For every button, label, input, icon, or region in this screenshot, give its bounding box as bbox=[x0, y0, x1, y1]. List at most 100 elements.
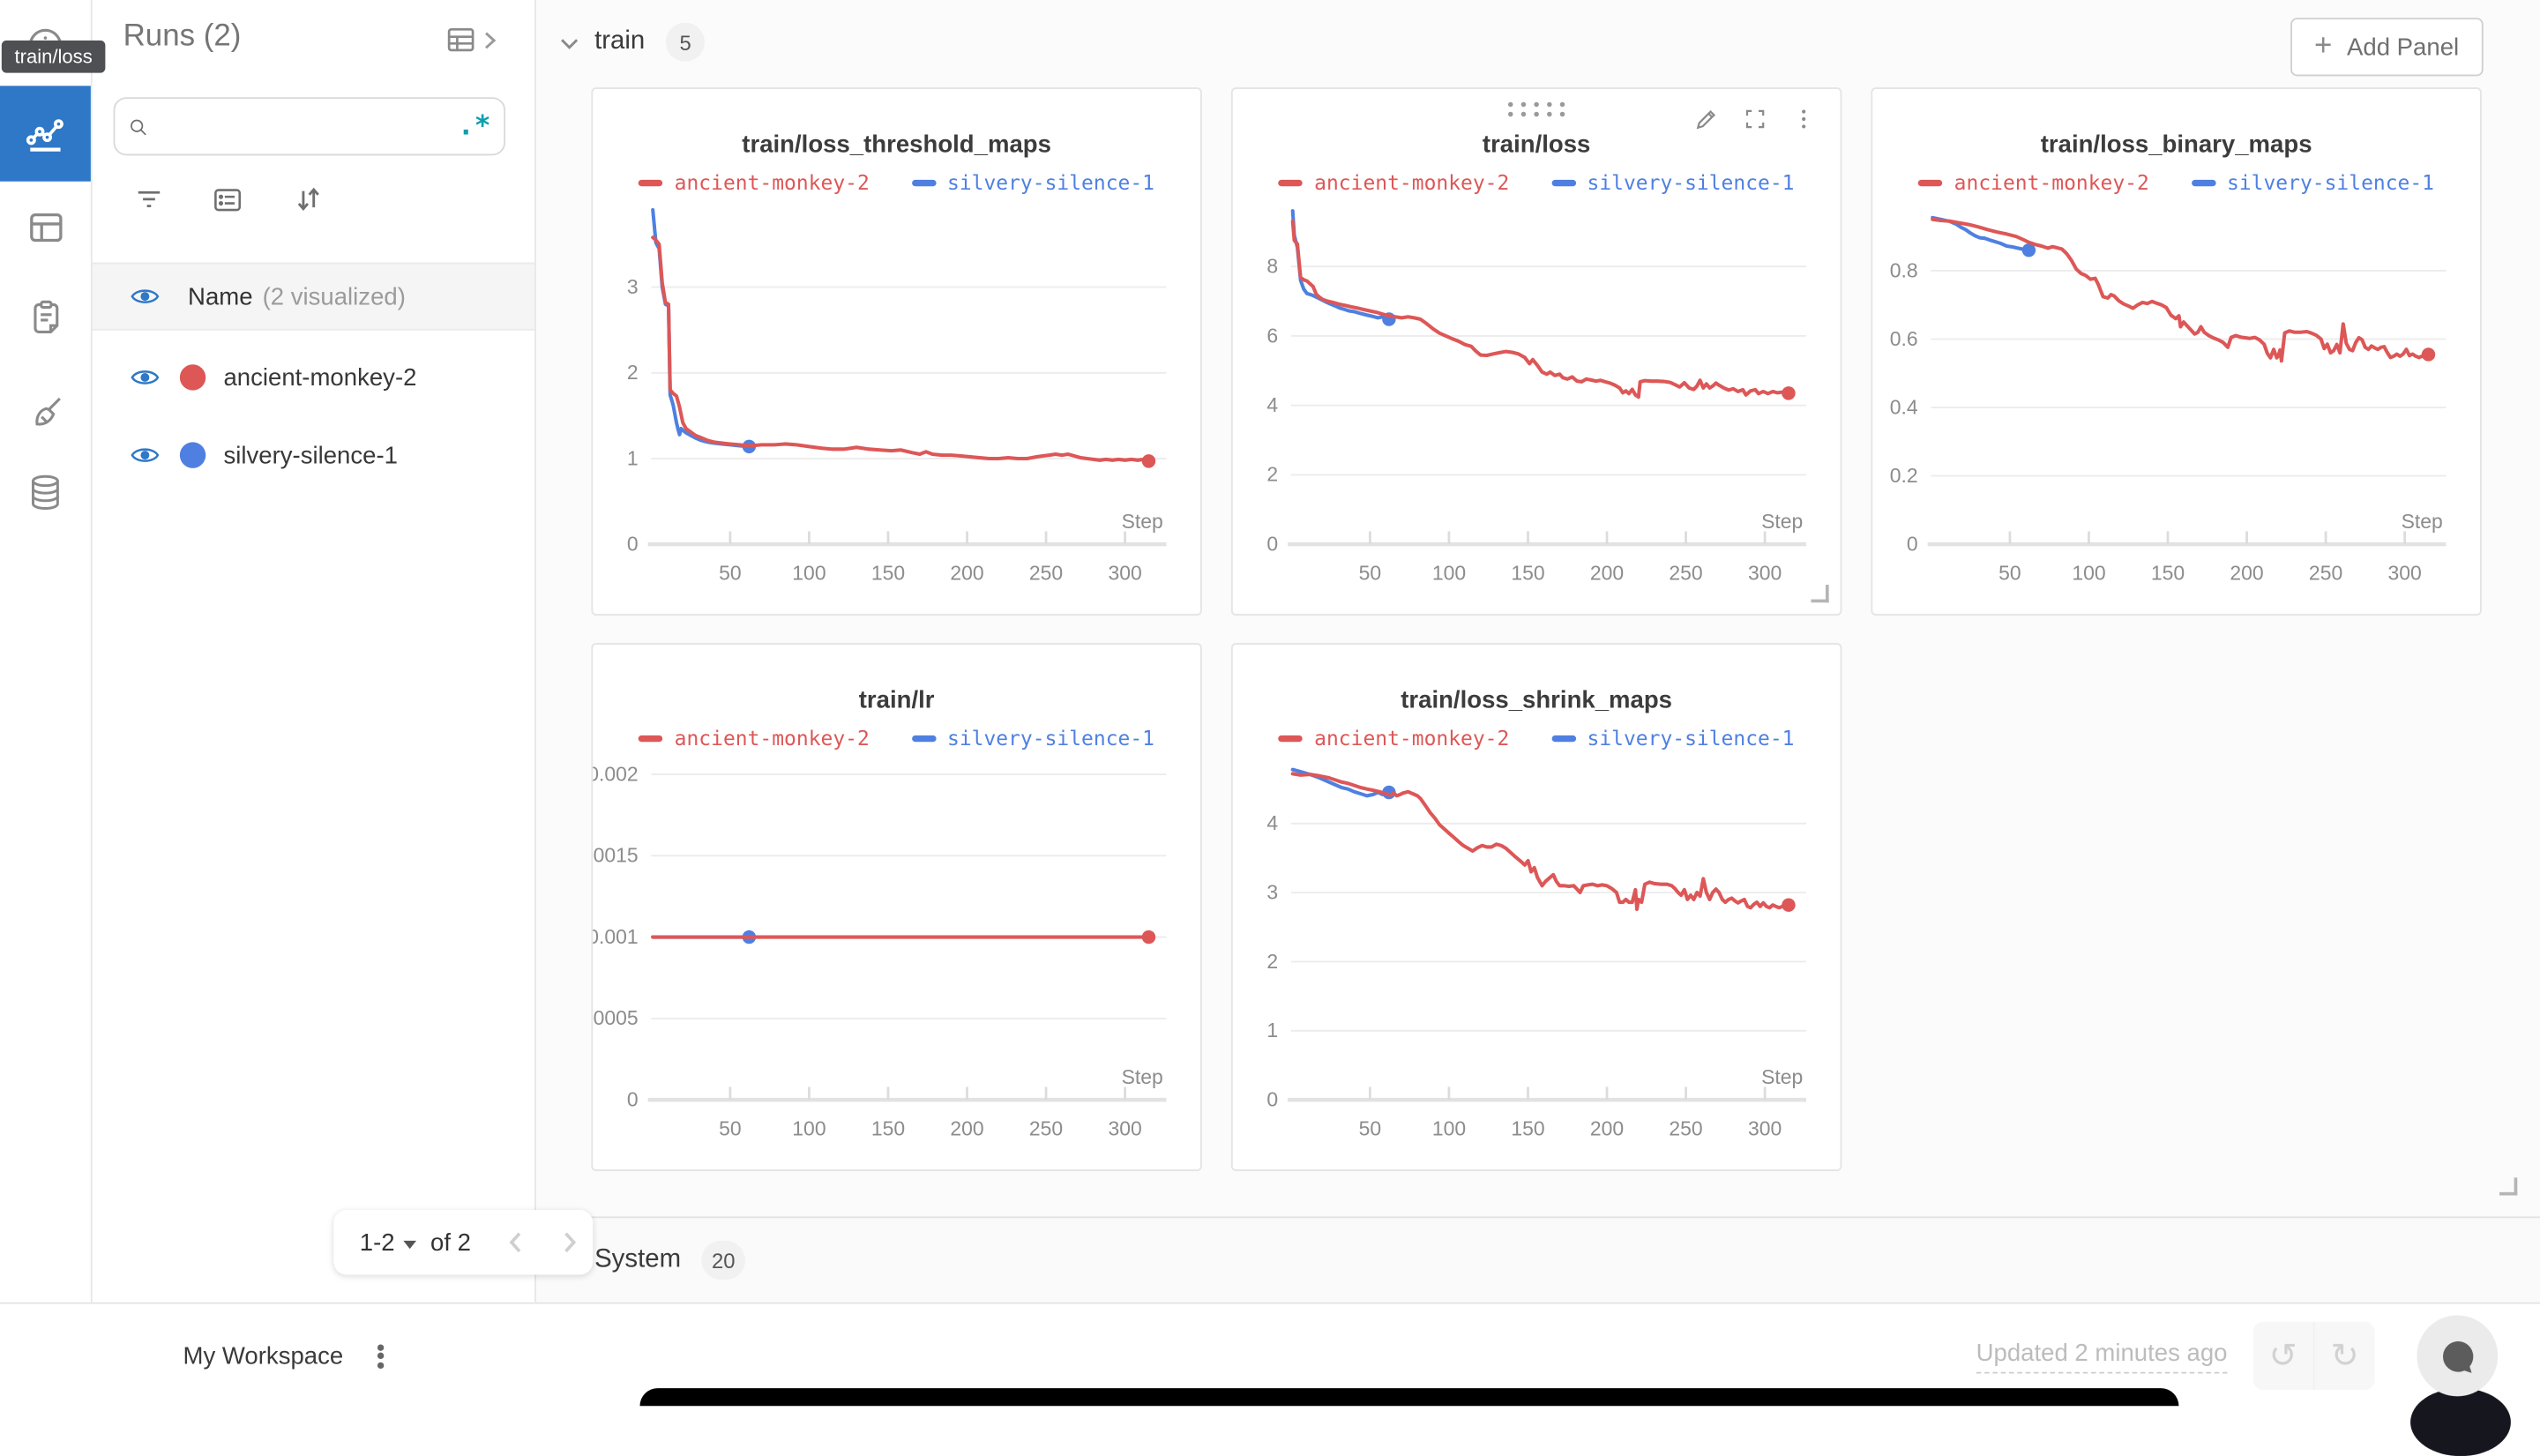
run-search-input[interactable] bbox=[158, 111, 458, 141]
pagination-range[interactable]: 1-2 bbox=[359, 1228, 395, 1257]
svg-text:300: 300 bbox=[1748, 562, 1782, 585]
legend-item[interactable]: ancient-monkey-2 bbox=[1278, 169, 1510, 195]
legend-swatch bbox=[911, 178, 937, 186]
chat-button[interactable] bbox=[2417, 1315, 2499, 1397]
svg-text:100: 100 bbox=[792, 1117, 826, 1140]
svg-text:Step: Step bbox=[2402, 510, 2443, 533]
sidebar-item-artifacts[interactable] bbox=[0, 447, 91, 538]
run-pagination: 1-2 of 2 bbox=[333, 1210, 594, 1275]
sidebar-item-tables[interactable] bbox=[0, 182, 91, 273]
legend-item[interactable]: silvery-silence-1 bbox=[1551, 170, 1794, 194]
regex-toggle[interactable]: .* bbox=[457, 109, 491, 143]
svg-text:2: 2 bbox=[1266, 950, 1278, 973]
run-name[interactable]: silvery-silence-1 bbox=[223, 441, 398, 469]
svg-text:300: 300 bbox=[1108, 562, 1141, 585]
legend-item[interactable]: ancient-monkey-2 bbox=[639, 170, 870, 194]
workspace-menu-button[interactable] bbox=[364, 1333, 397, 1378]
panel-resize-handle[interactable] bbox=[1811, 585, 1829, 603]
eye-icon[interactable] bbox=[130, 283, 161, 309]
svg-text:250: 250 bbox=[1669, 1117, 1702, 1140]
legend-item[interactable]: ancient-monkey-2 bbox=[1278, 726, 1509, 750]
svg-text:250: 250 bbox=[1029, 562, 1063, 585]
chart-legend: ancient-monkey-2 silvery-silence-1 bbox=[1233, 169, 1841, 195]
eye-icon[interactable] bbox=[130, 364, 161, 390]
sidebar-item-workspace[interactable] bbox=[0, 86, 91, 182]
svg-text:150: 150 bbox=[871, 1117, 905, 1140]
run-row[interactable]: silvery-silence-1 bbox=[91, 418, 534, 492]
filter-icon[interactable] bbox=[133, 183, 166, 216]
svg-text:200: 200 bbox=[1590, 1117, 1624, 1140]
expand-runs-table-button[interactable] bbox=[444, 23, 498, 58]
chart-card[interactable]: train/lr ancient-monkey-2 silvery-silence… bbox=[591, 643, 1202, 1171]
section-label[interactable]: train bbox=[594, 27, 646, 56]
run-search-box[interactable]: .* bbox=[113, 97, 506, 156]
sort-icon[interactable] bbox=[290, 182, 325, 217]
eye-icon[interactable] bbox=[130, 442, 161, 467]
svg-text:0.6: 0.6 bbox=[1890, 327, 1918, 350]
svg-text:2: 2 bbox=[1266, 463, 1278, 486]
chart-card[interactable]: train/loss ancient-monkey-2 silvery-silen… bbox=[1230, 87, 1842, 616]
svg-text:0.4: 0.4 bbox=[1890, 395, 1918, 418]
section-label[interactable]: System bbox=[594, 1245, 682, 1273]
chart-card[interactable]: train/loss_shrink_maps ancient-monkey-2 s… bbox=[1230, 643, 1842, 1171]
svg-text:50: 50 bbox=[1359, 1117, 1382, 1140]
sidebar-item-sweeps[interactable] bbox=[0, 366, 91, 457]
section-system-header[interactable]: System 20 bbox=[559, 1240, 745, 1281]
svg-text:100: 100 bbox=[792, 562, 826, 585]
svg-text:6: 6 bbox=[1266, 324, 1278, 347]
pagination-next-button[interactable] bbox=[560, 1229, 578, 1255]
redo-button[interactable]: ↻ bbox=[2314, 1321, 2375, 1390]
svg-text:Step: Step bbox=[1761, 510, 1803, 533]
fullscreen-icon[interactable] bbox=[1741, 105, 1768, 132]
kebab-icon[interactable] bbox=[1790, 105, 1818, 132]
legend-item[interactable]: silvery-silence-1 bbox=[911, 170, 1154, 194]
chevron-down-icon[interactable] bbox=[402, 1240, 416, 1249]
section-system[interactable]: System 20 bbox=[534, 1216, 2540, 1304]
legend-label: ancient-monkey-2 bbox=[1314, 169, 1510, 195]
list-settings-icon[interactable] bbox=[211, 183, 245, 217]
edit-pencil-icon[interactable] bbox=[1692, 105, 1720, 132]
run-row[interactable]: ancient-monkey-2 bbox=[91, 340, 534, 414]
chat-bubble-icon bbox=[2442, 1340, 2473, 1372]
drag-handle-icon[interactable] bbox=[1233, 101, 1841, 117]
svg-text:0.2: 0.2 bbox=[1890, 464, 1918, 487]
workspace-name[interactable]: My Workspace bbox=[183, 1341, 344, 1370]
svg-text:300: 300 bbox=[2387, 562, 2421, 585]
section-resize-handle[interactable] bbox=[2499, 1177, 2518, 1196]
legend-item[interactable]: ancient-monkey-2 bbox=[1918, 170, 2149, 194]
chart-title: train/loss bbox=[1482, 131, 1591, 159]
legend-item[interactable]: silvery-silence-1 bbox=[911, 726, 1154, 750]
legend-label: ancient-monkey-2 bbox=[674, 725, 870, 750]
last-updated[interactable]: Updated 2 minutes ago bbox=[1976, 1304, 2228, 1408]
legend-item[interactable]: silvery-silence-1 bbox=[2191, 170, 2434, 194]
legend-item[interactable]: silvery-silence-1 bbox=[1551, 726, 1794, 750]
legend-swatch bbox=[2191, 178, 2216, 186]
chart-legend: ancient-monkey-2 silvery-silence-1 bbox=[593, 170, 1200, 194]
clipboard-icon bbox=[33, 299, 58, 333]
svg-text:150: 150 bbox=[2151, 562, 2185, 585]
svg-text:0: 0 bbox=[1907, 532, 1918, 555]
chart-card[interactable]: train/loss_binary_maps ancient-monkey-2 s… bbox=[1871, 87, 2482, 616]
chevron-down-icon[interactable] bbox=[559, 32, 580, 53]
end-marker bbox=[1782, 386, 1796, 400]
legend-item[interactable]: ancient-monkey-2 bbox=[639, 726, 870, 750]
svg-text:0.001: 0.001 bbox=[593, 925, 638, 948]
pagination-prev-button[interactable] bbox=[506, 1229, 524, 1255]
add-panel-button[interactable]: + Add Panel bbox=[2290, 18, 2484, 77]
svg-text:1: 1 bbox=[627, 446, 639, 469]
sidebar-item-logs[interactable] bbox=[0, 273, 91, 363]
legend-swatch bbox=[1278, 178, 1304, 186]
svg-text:1: 1 bbox=[1266, 1019, 1278, 1042]
svg-text:50: 50 bbox=[719, 562, 742, 585]
undo-button[interactable]: ↺ bbox=[2252, 1321, 2315, 1390]
run-list-header[interactable]: Name (2 visualized) bbox=[90, 262, 535, 331]
run-name[interactable]: ancient-monkey-2 bbox=[223, 363, 417, 392]
chart-legend: ancient-monkey-2 silvery-silence-1 bbox=[1233, 726, 1841, 750]
svg-text:0: 0 bbox=[627, 532, 639, 555]
svg-text:200: 200 bbox=[1590, 562, 1624, 585]
chart-card[interactable]: train/loss_threshold_maps ancient-monkey… bbox=[591, 87, 1202, 616]
section-count-badge: 5 bbox=[666, 22, 706, 62]
section-train-header[interactable]: train 5 bbox=[559, 22, 706, 62]
run-color-dot bbox=[179, 364, 206, 391]
